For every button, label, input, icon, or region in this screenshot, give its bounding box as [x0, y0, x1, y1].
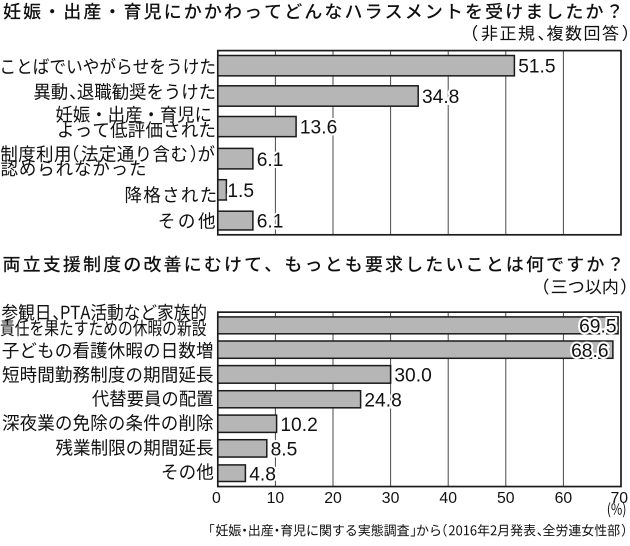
svg-text:34.8: 34.8	[422, 87, 459, 108]
svg-text:24.8: 24.8	[364, 390, 401, 411]
svg-text:10.2: 10.2	[280, 415, 317, 436]
svg-text:13.6: 13.6	[300, 118, 337, 139]
svg-text:50: 50	[497, 490, 515, 507]
svg-text:6.1: 6.1	[257, 150, 284, 171]
svg-text:4.8: 4.8	[249, 464, 276, 485]
svg-text:60: 60	[555, 490, 573, 507]
svg-text:20: 20	[324, 490, 342, 507]
svg-text:40: 40	[439, 490, 457, 507]
svg-text:30.0: 30.0	[394, 366, 431, 387]
svg-text:0: 0	[212, 490, 221, 507]
svg-text:6.1: 6.1	[257, 212, 284, 233]
svg-text:69.5: 69.5	[579, 316, 616, 337]
svg-text:1.5: 1.5	[227, 181, 254, 202]
svg-text:30: 30	[382, 490, 400, 507]
svg-text:8.5: 8.5	[271, 440, 298, 461]
svg-text:70: 70	[611, 490, 629, 507]
svg-text:51.5: 51.5	[518, 57, 555, 78]
svg-text:68.6: 68.6	[571, 341, 608, 362]
svg-text:10: 10	[267, 490, 285, 507]
